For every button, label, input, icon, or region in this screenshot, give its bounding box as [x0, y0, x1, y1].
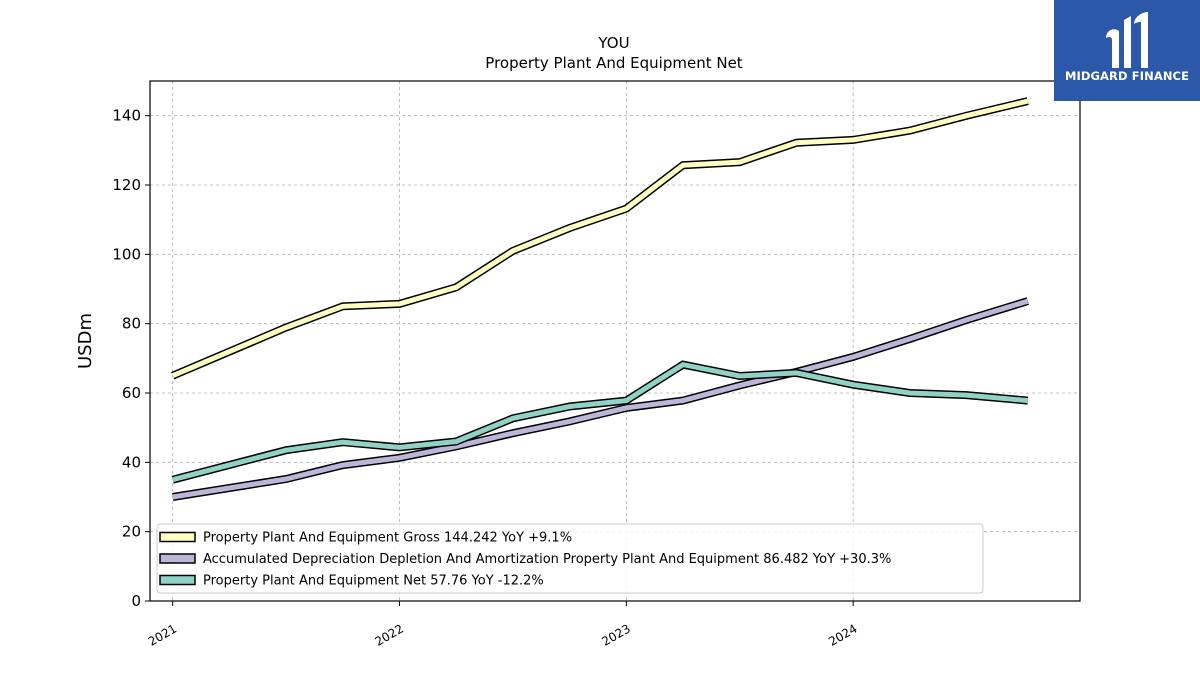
grid — [150, 81, 1080, 602]
series-line — [172, 361, 1029, 483]
y-tick-label: 120 — [112, 176, 141, 194]
plot-frame — [149, 80, 1081, 602]
series-line-outline — [172, 297, 1029, 501]
x-tick-label: 2023 — [599, 621, 632, 648]
series-line — [172, 298, 1029, 500]
x-tick-label: 2024 — [826, 621, 859, 648]
chart-subtitle: Property Plant And Equipment Net — [485, 54, 742, 72]
series-layer — [171, 97, 1029, 501]
legend-swatch — [159, 531, 196, 543]
legend-box — [156, 523, 984, 594]
brand-logo: MIDGARD FINANCE — [1054, 0, 1200, 101]
y-tick-label: 140 — [112, 107, 141, 125]
y-tick-label: 80 — [122, 315, 141, 333]
legend-entry: Property Plant And Equipment Gross 144.2… — [203, 531, 572, 546]
x-tick-label: 2021 — [146, 621, 179, 648]
y-tick-label: 100 — [112, 245, 141, 263]
legend-swatch — [159, 553, 196, 564]
legend-entry: Property Plant And Equipment Net 57.76 Y… — [203, 574, 544, 589]
y-tick-label: 0 — [131, 592, 141, 610]
y-tick-label: 60 — [122, 384, 141, 402]
chart-title: YOU — [597, 34, 629, 52]
legend: Property Plant And Equipment Gross 144.2… — [156, 523, 984, 594]
y-axis-label: USDm — [75, 313, 96, 369]
brand-mark-icon — [1106, 12, 1148, 68]
y-axis: 0 20 40 60 80 100 120 140 — [112, 107, 150, 610]
legend-swatch — [159, 574, 196, 586]
x-tick-label: 2022 — [373, 621, 406, 648]
series-line — [171, 98, 1029, 379]
brand-name: MIDGARD FINANCE — [1064, 69, 1190, 83]
y-tick-label: 20 — [122, 523, 141, 541]
series-line-outline — [171, 97, 1029, 380]
y-tick-label: 40 — [122, 453, 141, 471]
legend-entry: Accumulated Depreciation Depletion And A… — [203, 552, 891, 567]
x-axis: 2021 2022 2023 2024 — [146, 601, 860, 649]
